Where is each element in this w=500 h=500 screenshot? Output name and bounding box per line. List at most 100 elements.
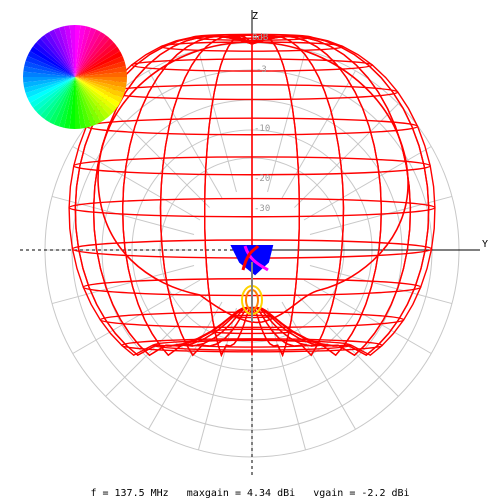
- wheel-segment: [75, 36, 124, 77]
- grid-spoke: [148, 301, 223, 430]
- grid-spoke: [72, 146, 201, 221]
- wheel-segment: [23, 77, 75, 107]
- z-axis-label: Z: [252, 11, 258, 22]
- pattern-meridian: [203, 35, 253, 358]
- wheel-segment: [75, 77, 111, 129]
- wheel-segment: [23, 47, 75, 77]
- wheel-segment: [75, 32, 120, 77]
- ring-labels: 0dB -3 -10 -20 -30: [252, 33, 270, 214]
- status-line: f = 137.5 MHz maxgain = 4.34 dBi vgain =…: [0, 488, 500, 499]
- frequency-readout: f = 137.5 MHz: [90, 488, 169, 499]
- grid-spoke: [197, 307, 237, 451]
- wheel-segment: [23, 70, 75, 77]
- wheel-segment: [62, 77, 75, 129]
- wheel-segment: [26, 77, 75, 118]
- wheel-segment: [75, 52, 127, 77]
- grid-spoke: [197, 49, 237, 193]
- pattern-parallel: [130, 58, 374, 72]
- wheel-segment: [75, 77, 124, 118]
- wheel-segment: [75, 77, 127, 96]
- wheel-segment: [68, 77, 75, 129]
- pattern-meridian: [159, 35, 253, 357]
- pattern-parallel: [191, 33, 313, 41]
- wheel-segment: [75, 70, 127, 77]
- ring-label-0db: 0dB: [252, 33, 268, 43]
- ring-label-3db: -3: [256, 65, 267, 75]
- wheel-segment: [75, 77, 88, 129]
- pattern-parallel: [68, 197, 436, 218]
- wheel-segment: [23, 77, 75, 90]
- pattern-parallel: [210, 328, 294, 335]
- wheel-segment: [75, 77, 120, 122]
- grid-spoke: [72, 279, 201, 354]
- wheel-segment: [75, 77, 100, 129]
- pattern-meridian: [92, 35, 253, 357]
- pattern-meridian: [121, 35, 253, 357]
- wheel-segment: [26, 36, 75, 77]
- wheel-segment: [62, 25, 75, 77]
- vgain-readout: vgain = -2.2 dBi: [313, 488, 410, 499]
- wheel-segment: [75, 64, 127, 77]
- ring-label-10db: -10: [254, 124, 270, 134]
- wheel-segment: [75, 25, 88, 77]
- wheel-segment: [34, 28, 75, 77]
- wheel-segment: [23, 77, 75, 113]
- wheel-segment: [75, 25, 111, 77]
- wheel-segment: [75, 25, 100, 77]
- wheel-segment: [75, 58, 127, 77]
- wheel-segment: [39, 25, 75, 77]
- grid-spoke: [294, 292, 399, 397]
- pattern-meridian: [74, 35, 253, 357]
- pattern-mesh: [68, 33, 436, 358]
- wheel-segment: [75, 77, 127, 102]
- feed-structure: [230, 244, 274, 322]
- grid-spoke: [309, 265, 453, 305]
- wheel-segment: [45, 77, 75, 129]
- wheel-segment: [75, 28, 116, 77]
- wheel-segment: [75, 77, 127, 84]
- pattern-parallel: [222, 34, 282, 39]
- wheel-segment: [75, 77, 116, 126]
- wheel-segment: [23, 77, 75, 102]
- wheel-segment: [23, 77, 75, 96]
- wheel-segment: [30, 32, 75, 77]
- wheel-segment: [75, 77, 82, 129]
- grid-spoke: [281, 301, 356, 430]
- y-axis-label: Y: [482, 239, 488, 250]
- grid-spoke: [303, 279, 432, 354]
- wheel-segment: [75, 41, 127, 77]
- wheel-segment: [23, 41, 75, 77]
- pattern-meridian: [159, 35, 253, 357]
- pattern-meridian: [251, 35, 430, 357]
- wheel-segment: [75, 77, 127, 107]
- grid-spoke: [51, 265, 195, 305]
- pattern-outline: [97, 41, 409, 324]
- pattern-meridian: [251, 35, 412, 357]
- wheel-segment: [75, 25, 105, 77]
- grid-spoke: [303, 146, 432, 221]
- wheel-segment: [75, 25, 94, 77]
- pattern-meridian: [251, 35, 430, 357]
- wheel-segment: [34, 77, 75, 126]
- wheel-segment: [23, 58, 75, 77]
- pattern-meridian: [251, 35, 301, 358]
- pattern-parallel: [73, 156, 431, 176]
- pattern-meridian: [251, 35, 345, 357]
- pattern-parallel: [182, 339, 322, 348]
- pattern-meridian: [251, 35, 383, 357]
- wheel-segment: [75, 25, 82, 77]
- wheel-segment: [75, 77, 94, 129]
- pattern-meridian: [251, 35, 345, 357]
- wheel-segment: [50, 25, 75, 77]
- polarization-color-wheel: [23, 25, 127, 129]
- wheel-segment: [75, 77, 127, 90]
- grid-spoke: [267, 49, 307, 193]
- wheel-segment: [50, 77, 75, 129]
- grid-spoke: [105, 292, 210, 397]
- pattern-parallel: [121, 338, 383, 353]
- feed-magenta-lobe: [243, 245, 269, 272]
- wheel-segment: [23, 52, 75, 77]
- wheel-segment: [75, 47, 127, 77]
- maxgain-readout: maxgain = 4.34 dBi: [186, 488, 296, 499]
